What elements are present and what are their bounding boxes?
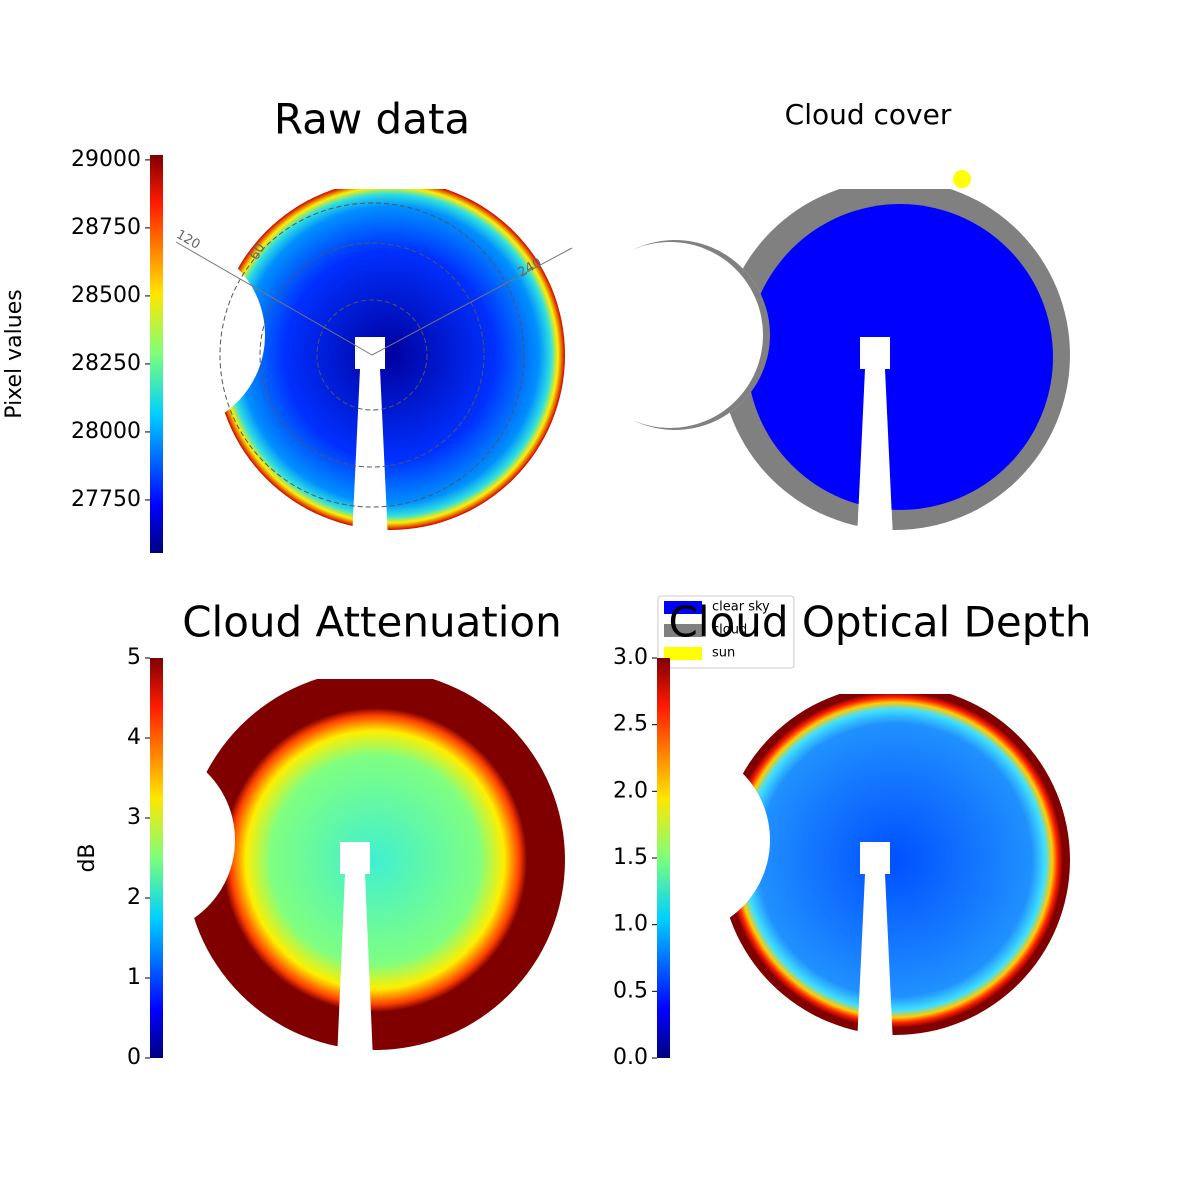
colorbar-tick-label: 1 [127,965,141,990]
colorbar-tick-label: 1.5 [613,845,648,870]
clear-sky-region [747,204,1053,510]
panel-title: Cloud cover [785,98,952,131]
legend-swatch [664,647,702,660]
colorbar [150,658,163,1058]
sky-disk [720,685,1070,1035]
legend-label: clear sky [712,600,770,615]
colorbar [657,658,670,1058]
legend-swatch [664,601,702,614]
camera-arm [352,369,388,540]
colorbar-tick-label: 2 [127,885,141,910]
panel-title: Raw data [274,95,470,144]
sky-top-cut [215,175,565,189]
sky-top-cut [720,175,1070,189]
colorbar-tick-label: 3 [127,805,141,830]
camera-arm [857,874,893,1045]
colorbar-tick-label: 2.0 [613,778,648,803]
panel-title: Cloud Attenuation [182,598,562,647]
panel-title: Cloud Optical Depth [669,598,1092,647]
colorbar-tick-label: 28750 [71,215,141,240]
legend: clear sky cloud sun [657,595,795,669]
legend-label: cloud [712,623,747,638]
camera-arm [337,874,373,1060]
sun-marker [953,170,971,188]
polar-grid [175,202,573,508]
legend-swatch [664,624,702,637]
sky-top-cut [720,680,1070,694]
colorbar-label: Pixel values [2,289,27,418]
colorbar-tick-label: 28250 [71,351,141,376]
colorbar-tick-label: 2.5 [613,712,648,737]
colorbar-label: dB [75,843,100,872]
colorbar-tick-label: 1.0 [613,912,648,937]
sky-bite [580,745,770,935]
colorbar-tick-label: 27750 [71,487,141,512]
colorbar-tick-label: 28500 [71,283,141,308]
colorbar-tick-label: 0.0 [613,1045,648,1070]
sky-images [45,170,1070,1060]
colorbar-tick-label: 5 [127,645,141,670]
camera-arm [857,369,893,540]
colorbar [150,155,163,553]
colorbar-tick-label: 4 [127,725,141,750]
camera-box [860,337,890,369]
polar-label: 60 [247,241,268,263]
colorbar-tick-label: 28000 [71,419,141,444]
colorbar-tick-label: 29000 [71,147,141,172]
camera-box [340,842,370,874]
sky-bite [75,240,265,430]
camera-box [355,337,385,369]
colorbar-tick-label: 0 [127,1045,141,1070]
sky-bite [577,242,763,428]
sky-disk [215,180,565,530]
sky-disk [185,670,565,1050]
colorbar-tick-label: 3.0 [613,645,648,670]
colorbar-tick-label: 0.5 [613,978,648,1003]
sky-bite [45,745,235,935]
sky-top-cut [185,665,565,679]
legend-label: sun [712,646,735,661]
camera-box [860,842,890,874]
